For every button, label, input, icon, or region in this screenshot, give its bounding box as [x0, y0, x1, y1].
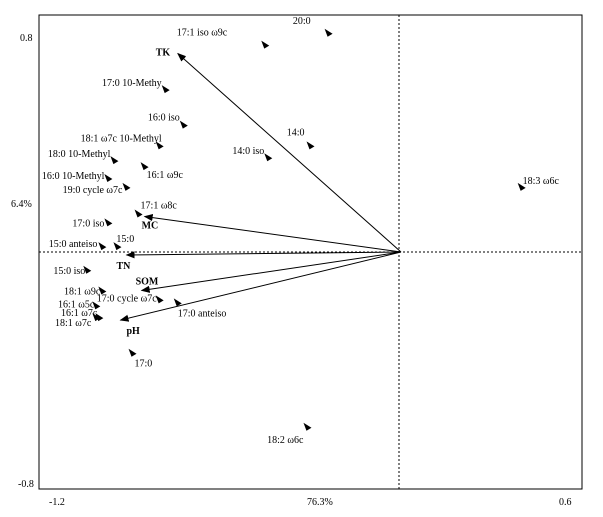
species-point-17-0-cycle-7c [155, 295, 164, 304]
species-point-16-1-7c [95, 313, 104, 322]
env-vector-tn [125, 251, 402, 259]
species-label-16-1-5c: 16:1 ω5c [58, 299, 95, 310]
env-vector-label-mc: MC [142, 220, 159, 231]
env-vector-som [140, 251, 402, 293]
species-point-15-0-iso [83, 265, 92, 274]
species-label-14-0: 14:0 [287, 127, 305, 138]
species-label-18-3-6c: 18:3 ω6c [523, 176, 560, 187]
species-point-18-1-7c-10-methyl [155, 141, 164, 150]
species-label-17-0: 17:0 [135, 359, 153, 370]
species-point-16-0-10-methyl [104, 173, 113, 182]
species-point-18-2-6c [303, 422, 312, 431]
species-label-17-0-anteiso: 17:0 anteiso [178, 308, 227, 319]
species-label-18-1-7c: 18:1 ω7c [55, 318, 92, 329]
species-point-17-0-iso [104, 218, 113, 227]
species-point-18-1-9c [98, 286, 107, 295]
env-vector-label-tn: TN [116, 261, 131, 272]
species-point-15-0 [113, 242, 122, 251]
species-point-17-0 [128, 348, 137, 357]
species-label-17-0-cycle-7c: 17:0 cycle ω7c [97, 293, 157, 304]
species-label-19-0-cycle-7c: 19:0 cycle ω7c [63, 185, 123, 196]
species-point-15-0-anteiso [98, 242, 107, 251]
species-label-15-0-iso: 15:0 iso [53, 266, 85, 277]
env-vector-label-ph: pH [126, 326, 140, 337]
species-label-17-1-iso-9c: 17:1 iso ω9c [177, 28, 228, 39]
species-label-18-2-6c: 18:2 ω6c [267, 435, 304, 446]
species-label-16-1-9c: 16:1 ω9c [147, 170, 184, 181]
x-tick-label-right: 0.6 [559, 497, 572, 508]
species-label-15-0-anteiso: 15:0 anteiso [49, 239, 98, 250]
species-point-18-0-10-methyl [110, 156, 119, 165]
species-label-20-0: 20:0 [293, 16, 311, 27]
species-label-17-1-8c: 17:1 ω8c [141, 200, 178, 211]
species-label-16-1-7c: 16:1 ω7c [61, 308, 98, 319]
species-point-18-1-7c [92, 313, 101, 322]
species-label-14-0-iso: 14:0 iso [232, 146, 264, 157]
env-vector-tk [177, 52, 402, 253]
y-tick-label-top: 0.8 [20, 33, 33, 44]
x-axis-variance-label: 76.3% [307, 497, 333, 508]
species-label-16-0-iso: 16:0 iso [148, 113, 180, 124]
species-point-20-0 [324, 28, 333, 37]
env-vector-ph [119, 251, 402, 322]
species-point-17-1-iso-9c [261, 40, 270, 49]
species-points: 20:0 17:1 iso ω9c 17:0 10-Methy 16:0 iso 14:… [42, 16, 560, 446]
species-point-16-1-9c [140, 162, 149, 171]
species-point-16-1-5c [92, 301, 101, 310]
species-label-15-0: 15:0 [116, 234, 134, 245]
species-label-17-0-10-methy: 17:0 10-Methy [102, 78, 162, 89]
species-label-18-0-10-methyl: 18:0 10-Methyl [48, 149, 111, 160]
species-label-17-0-iso: 17:0 iso [72, 218, 104, 229]
species-label-18-1-7c-10-methyl: 18:1 ω7c 10-Methyl [81, 133, 162, 144]
env-vector-label-tk: TK [156, 48, 171, 59]
species-point-19-0-cycle-7c [122, 182, 131, 191]
env-vectors: TK MC TN SOM pH [116, 48, 402, 337]
species-label-18-1-9c: 18:1 ω9c [64, 287, 101, 298]
species-point-17-0-10-methy [161, 85, 170, 94]
y-tick-label-bottom: -0.8 [18, 479, 34, 490]
env-vector-label-som: SOM [136, 277, 159, 288]
y-axis-variance-label: 6.4% [11, 199, 32, 210]
species-label-16-0-10-methyl: 16:0 10-Methyl [42, 171, 105, 182]
env-vector-mc [143, 213, 402, 253]
species-point-17-1-8c [134, 209, 143, 218]
species-point-16-0-iso [179, 120, 188, 129]
species-point-18-3-6c [517, 182, 526, 191]
species-point-14-0-iso [264, 153, 273, 162]
species-point-17-0-anteiso [173, 298, 182, 307]
x-tick-label-left: -1.2 [49, 497, 65, 508]
species-point-14-0 [306, 141, 315, 150]
